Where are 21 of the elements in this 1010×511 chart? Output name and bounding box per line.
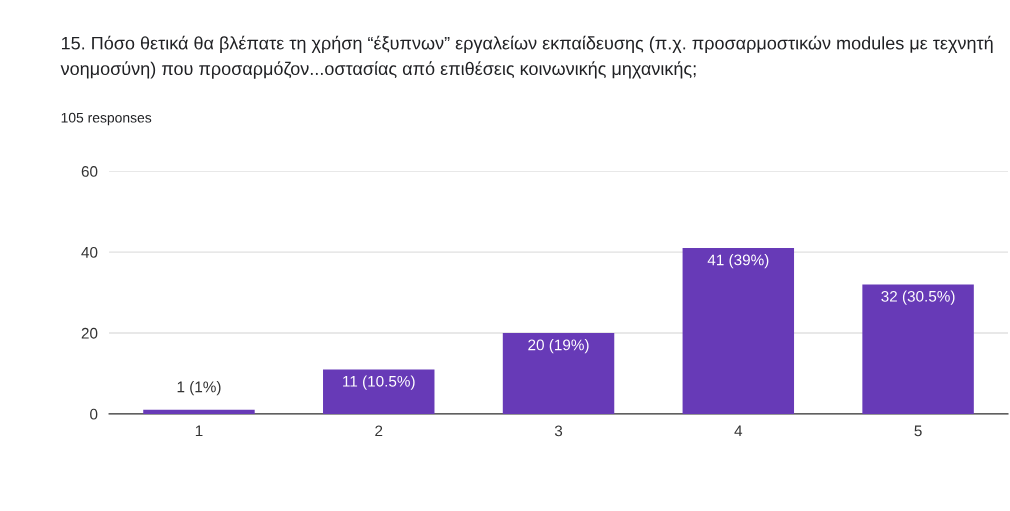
y-tick-label: 60 <box>81 166 98 177</box>
data-label: 1 (1%) <box>177 381 221 396</box>
bar <box>862 284 974 414</box>
bar <box>682 248 795 414</box>
data-label: 41 (39%) <box>707 254 769 269</box>
y-tick-label: 0 <box>90 408 98 420</box>
data-label: 20 (19%) <box>528 339 589 354</box>
y-tick-label: 40 <box>81 246 98 258</box>
y-tick-label: 20 <box>81 327 98 339</box>
bar <box>502 333 615 414</box>
bar <box>143 409 255 414</box>
x-tick-label: 1 <box>195 425 203 437</box>
bar <box>323 369 435 414</box>
chart-subtitle: 105 responses <box>61 112 152 126</box>
x-tick-label: 4 <box>734 425 743 437</box>
data-label: 11 (10.5%) <box>343 375 415 390</box>
x-tick-label: 2 <box>375 425 383 437</box>
x-tick-label: 5 <box>914 425 922 437</box>
chart-title: 15. Πόσο θετικά θα βλέπατε τη χρήση “έξυπνων” εργαλείων εκπαίδευσης (π.χ. προσαρμοστικών modules με τεχνητή νοημοσύνη) που προσαρμόζον...οστασίας από επιθέσεις κοινωνικής μηχανικής; <box>60 35 993 79</box>
x-tick-label: 3 <box>554 425 563 437</box>
data-label: 32 (30.5%) <box>881 290 955 305</box>
